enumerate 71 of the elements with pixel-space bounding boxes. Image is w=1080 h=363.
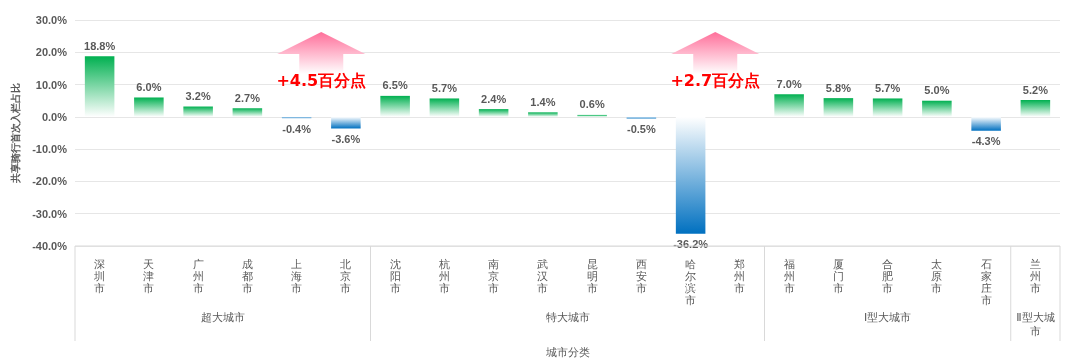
x-tick-label: 深圳市 <box>93 258 106 294</box>
data-label: -0.4% <box>282 122 312 135</box>
y-tick-label: -30.0% <box>32 207 68 220</box>
x-tick-label: 哈尔滨市 <box>685 258 697 306</box>
data-label: 5.0% <box>924 84 950 97</box>
x-tick-label: 武汉市 <box>537 258 549 294</box>
bar <box>331 116 361 129</box>
data-label: 5.2% <box>1022 83 1049 96</box>
y-tick-label: -40.0% <box>32 240 68 252</box>
x-tick-label: 南京市 <box>488 258 500 294</box>
data-label: 3.2% <box>185 90 211 103</box>
x-tick-label: 北京市 <box>340 258 352 294</box>
annotation: +4.5百分点 <box>275 71 368 90</box>
y-tick-label: 20.0% <box>35 46 68 59</box>
y-tick-label: 0.0% <box>41 110 68 123</box>
bar <box>84 56 115 117</box>
y-tick-label: 10.0% <box>35 78 68 91</box>
bar <box>429 98 460 117</box>
data-label: -3.6% <box>331 132 361 145</box>
data-label: 6.0% <box>136 80 162 93</box>
data-label: -4.3% <box>971 135 1001 148</box>
y-axis-title: 共享骑行首次入栏占比 <box>9 83 21 184</box>
data-label: 2.7% <box>234 91 261 104</box>
x-tick-label: 广州市 <box>192 258 204 294</box>
x-tick-label: 郑州市 <box>734 258 746 294</box>
bar <box>823 98 854 117</box>
x-tick-label: 沈阳市 <box>389 258 401 294</box>
y-tick-label: 30.0% <box>35 14 68 26</box>
data-label: 0.6% <box>579 98 605 111</box>
x-tick-label: 合肥市 <box>882 258 894 294</box>
x-tick-label: 天津市 <box>143 258 155 294</box>
bar <box>183 106 213 117</box>
data-label: -0.5% <box>627 122 656 135</box>
x-tick-label: 石家庄市 <box>980 258 992 306</box>
text: 超大城市 <box>199 311 246 325</box>
bar <box>922 100 952 117</box>
text: 特大城市 <box>544 311 591 325</box>
data-label: 6.5% <box>382 79 408 92</box>
text: Ⅰ型大城市 <box>863 311 913 325</box>
x-tick-label: 成都市 <box>241 258 253 294</box>
data-label: -36.2% <box>673 238 709 251</box>
bar <box>134 97 164 117</box>
data-label: 5.8% <box>825 81 852 94</box>
bar <box>971 116 1001 131</box>
x-tick-label: 福州市 <box>783 258 795 294</box>
x-tick-label: 西安市 <box>635 258 647 294</box>
bar <box>675 116 706 234</box>
data-label: 5.7% <box>875 81 901 94</box>
data-label: 7.0% <box>776 77 802 90</box>
data-label: 18.8% <box>84 39 116 52</box>
data-label: 1.4% <box>530 95 556 108</box>
y-tick-label: -10.0% <box>32 143 68 156</box>
bar <box>774 94 804 117</box>
x-axis-title: 城市分类 <box>544 345 590 358</box>
x-tick-label: 太原市 <box>931 258 943 294</box>
x-tick-label: 上海市 <box>291 258 303 294</box>
bar <box>528 112 558 117</box>
data-label: 5.7% <box>431 81 458 94</box>
x-tick-label: 昆明市 <box>586 258 598 294</box>
x-tick-label: 兰州市 <box>1029 258 1041 294</box>
bar <box>232 108 263 117</box>
text: Ⅱ型大城市 <box>1015 311 1056 339</box>
data-label: 2.4% <box>481 92 507 105</box>
bar <box>1020 100 1051 117</box>
x-tick-label: 杭州市 <box>437 258 450 294</box>
x-tick-label: 厦门市 <box>832 258 844 294</box>
bar <box>872 98 903 117</box>
annotation: +2.7百分点 <box>669 71 762 90</box>
y-tick-label: -20.0% <box>32 175 68 188</box>
bar <box>478 109 509 117</box>
bar <box>380 95 410 117</box>
